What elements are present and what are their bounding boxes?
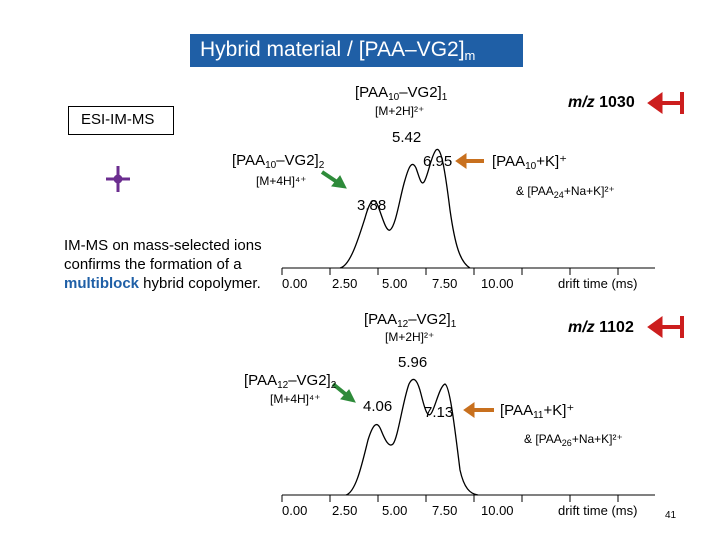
panel2-trace — [345, 378, 479, 496]
panel1-tick: 2.50 — [332, 276, 358, 291]
panel2-tick: 2.50 — [332, 503, 358, 518]
panel2-peak-low: 4.06 — [363, 398, 393, 415]
panel2-tick: 7.50 — [432, 503, 458, 518]
panel1-charge-top: [M+2H]²⁺ — [375, 104, 425, 118]
panel1-tick: 5.00 — [382, 276, 408, 291]
panel2-axis — [281, 494, 655, 502]
panel2-charge-top: [M+2H]²⁺ — [385, 330, 435, 344]
panel2-species-right: [PAA11+K]⁺ — [500, 402, 575, 421]
highlight-word: multiblock — [64, 275, 140, 292]
esi-label: ESI-IM-MS — [81, 111, 155, 128]
panel1-tick: 0.00 — [282, 276, 308, 291]
panel1-trace — [339, 148, 471, 269]
panel2-peak-main: 5.96 — [398, 354, 428, 371]
red-arrow-1 — [647, 92, 684, 114]
panel1-peak-main: 5.42 — [392, 129, 422, 146]
red-arrow-2 — [647, 316, 684, 338]
panel1-species-top: [PAA10–VG2]1 — [355, 84, 448, 103]
panel2-peak-mid: 7.13 — [424, 404, 454, 421]
panel2-tick: 5.00 — [382, 503, 408, 518]
orange-arrow-1 — [455, 153, 484, 169]
green-arrow-1 — [320, 170, 347, 189]
panel1-species-left: [PAA10–VG2]2 — [232, 152, 325, 171]
slide-title: Hybrid material / [PAA–VG2]m — [200, 38, 476, 63]
panel1-axis — [281, 267, 655, 275]
green-arrow-2 — [331, 382, 356, 403]
esi-label-box — [68, 106, 174, 135]
panel2-tick: 0.00 — [282, 503, 308, 518]
panel1-tick: 7.50 — [432, 276, 458, 291]
panel1-charge-left: [M+4H]⁴⁺ — [256, 174, 307, 188]
panel1-peak-mid: 6.95 — [423, 153, 453, 170]
panel2-species-top: [PAA12–VG2]1 — [364, 311, 457, 330]
panel2-species-left: [PAA12–VG2]2 — [244, 372, 337, 391]
panel1-xlabel: drift time (ms) — [558, 276, 638, 291]
panel1-mz: m/z 1030 — [568, 94, 635, 111]
panel1-tick: 10.00 — [481, 276, 514, 291]
panel2-xlabel: drift time (ms) — [558, 503, 638, 518]
orange-arrow-2 — [463, 402, 494, 418]
panel2-charge-left: [M+4H]⁴⁺ — [270, 392, 321, 406]
panel1-species-right2: & [PAA24+Na+K]²⁺ — [516, 184, 615, 200]
panel2-tick: 10.00 — [481, 503, 514, 518]
side-note: IM-MS on mass-selected ions confirms the… — [64, 237, 262, 292]
panel1-species-right: [PAA10+K]⁺ — [492, 153, 568, 172]
panel2-mz: m/z 1102 — [568, 319, 634, 336]
panel2-species-right2: & [PAA26+Na+K]²⁺ — [524, 432, 623, 448]
page-number: 41 — [665, 510, 677, 521]
panel1-peak-low: 3.88 — [357, 197, 387, 214]
cross-icon — [106, 166, 130, 192]
title-banner — [190, 34, 523, 67]
